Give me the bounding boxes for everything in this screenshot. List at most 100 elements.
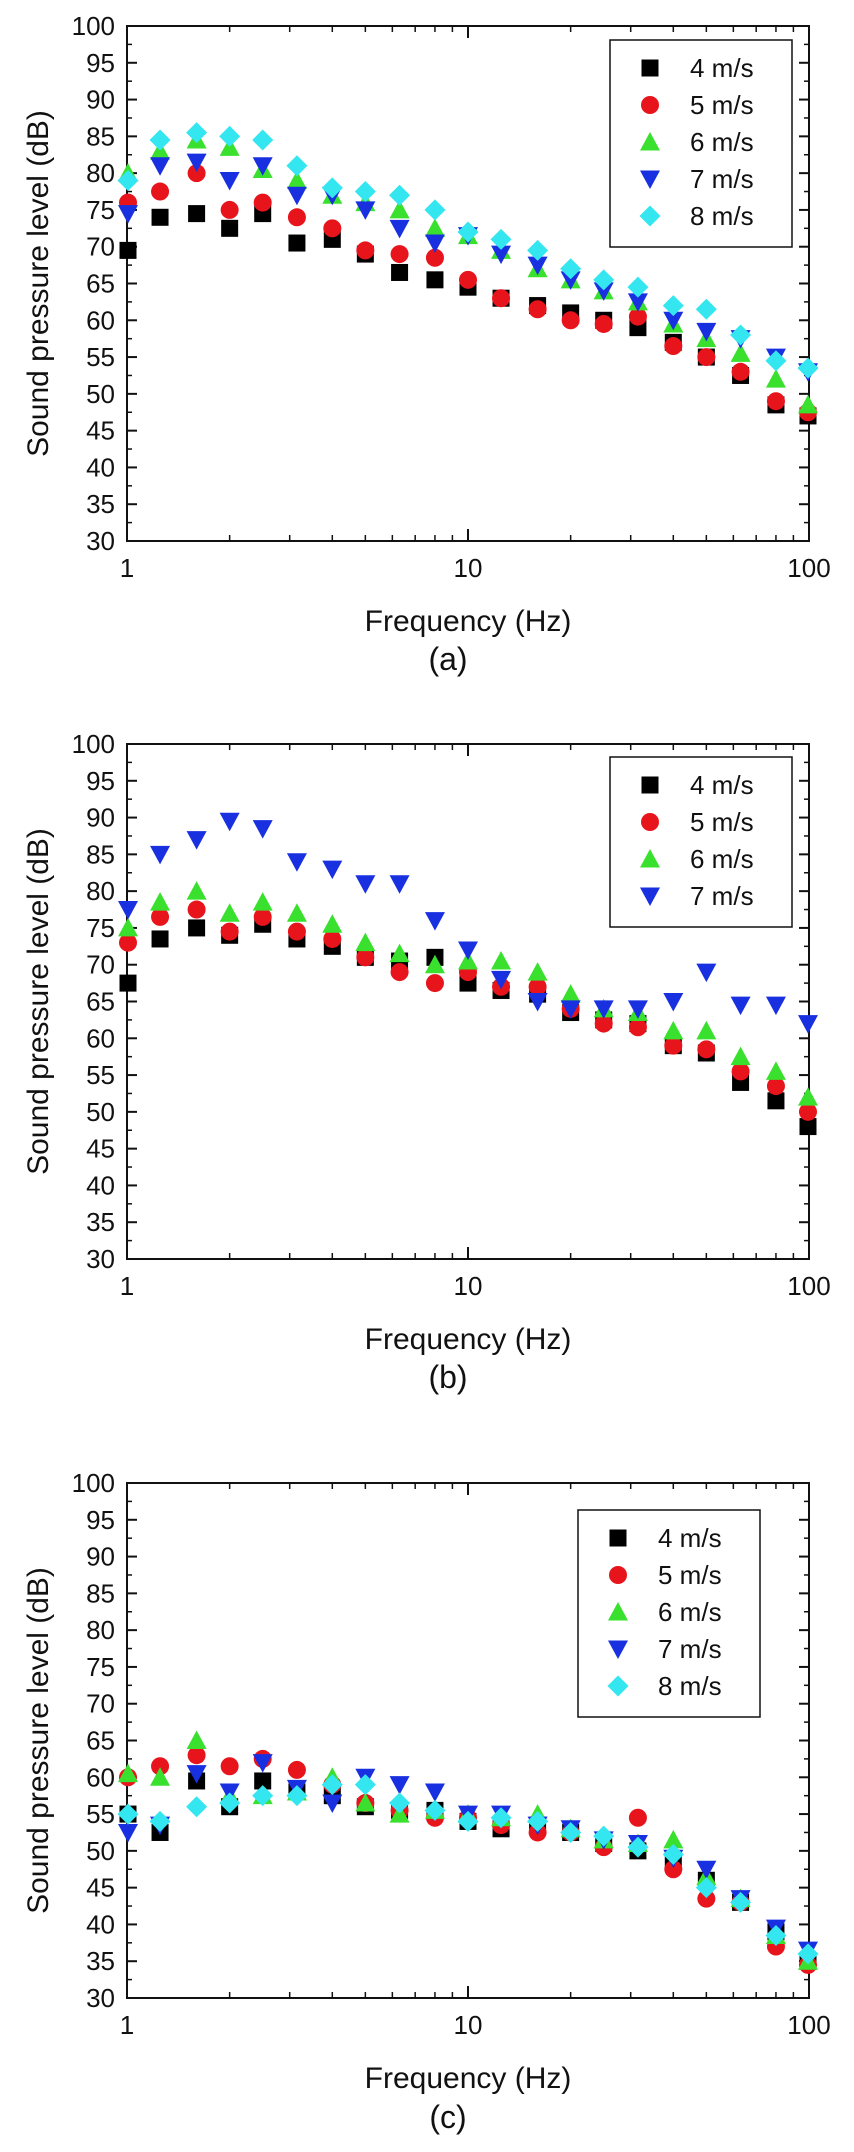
data-point — [765, 996, 786, 1016]
data-point — [286, 186, 307, 206]
data-point — [424, 218, 445, 237]
legend-marker — [640, 170, 660, 189]
data-point — [627, 293, 648, 312]
legend-marker — [607, 1675, 629, 1697]
data-point — [220, 1757, 239, 1776]
legend-box — [609, 39, 793, 248]
data-point — [355, 875, 376, 894]
data-point — [252, 129, 274, 151]
legend-label: 4 m/s — [658, 1523, 722, 1553]
data-point — [594, 1014, 613, 1033]
data-point — [730, 996, 751, 1016]
legend-marker — [609, 1566, 627, 1584]
data-point — [697, 348, 716, 367]
y-tick-label: 80 — [86, 876, 115, 906]
data-point — [390, 963, 409, 982]
legend-marker — [641, 776, 659, 794]
y-tick-label: 90 — [86, 85, 115, 115]
data-point — [252, 820, 273, 839]
x-tick-label: 1 — [120, 1271, 134, 1301]
y-tick-label: 95 — [86, 1505, 115, 1535]
data-point — [560, 1821, 582, 1843]
data-point — [560, 271, 581, 290]
data-point — [697, 1040, 716, 1059]
data-point — [389, 219, 410, 239]
data-point — [765, 1924, 787, 1946]
legend-label: 5 m/s — [658, 1560, 722, 1590]
data-point — [286, 155, 308, 177]
y-tick-label: 30 — [86, 526, 115, 556]
data-point — [151, 182, 170, 201]
data-point — [355, 201, 376, 220]
data-point — [458, 951, 478, 970]
data-point — [151, 1757, 170, 1776]
y-tick-label: 40 — [86, 1170, 115, 1200]
data-point — [119, 241, 137, 259]
legend-marker — [608, 1602, 628, 1621]
data-point — [696, 322, 717, 342]
data-point — [765, 350, 787, 372]
y-axis-label: Sound pressure level (dB) — [22, 110, 55, 457]
data-point — [389, 1792, 411, 1814]
data-point — [663, 1829, 684, 1849]
data-point — [730, 1891, 752, 1913]
data-point — [593, 1000, 614, 1019]
data-point — [220, 200, 239, 219]
data-point — [187, 1746, 206, 1765]
data-point — [286, 903, 307, 922]
legend-label: 6 m/s — [690, 844, 754, 874]
y-tick-label: 55 — [86, 1799, 115, 1829]
data-point — [695, 1877, 717, 1899]
data-point — [765, 369, 786, 388]
x-axis-label: Frequency (Hz) — [365, 1323, 572, 1356]
data-point — [695, 298, 717, 320]
y-tick-label: 65 — [86, 987, 115, 1017]
data-point — [627, 1000, 648, 1019]
legend-label: 4 m/s — [690, 53, 754, 83]
data-point — [459, 270, 477, 289]
data-point — [425, 974, 444, 993]
legend-marker — [640, 849, 660, 868]
data-point — [457, 221, 479, 243]
data-point — [119, 933, 137, 952]
data-point — [150, 845, 171, 865]
data-point — [391, 263, 409, 281]
data-point — [663, 993, 684, 1012]
data-point — [458, 941, 478, 960]
data-point — [288, 234, 306, 252]
data-point — [219, 1792, 241, 1814]
y-tick-label: 75 — [86, 913, 115, 943]
data-point — [628, 1808, 647, 1827]
data-point — [730, 343, 751, 362]
data-point — [151, 930, 169, 948]
y-tick-label: 50 — [86, 1097, 115, 1127]
y-tick-label: 90 — [86, 1542, 115, 1572]
data-point — [186, 831, 207, 850]
y-tick-label: 100 — [72, 1468, 115, 1498]
data-point — [186, 122, 208, 144]
data-point — [254, 1772, 272, 1790]
data-point — [117, 170, 139, 191]
data-point — [118, 1823, 138, 1843]
x-tick-label: 1 — [120, 553, 134, 583]
figure-caption: (b) — [428, 1359, 467, 1395]
y-tick-label: 70 — [86, 1689, 115, 1719]
legend-label: 8 m/s — [690, 201, 754, 231]
y-tick-label: 40 — [86, 452, 115, 482]
legend-box — [577, 1509, 761, 1718]
data-point — [662, 295, 684, 317]
data-point — [527, 1810, 549, 1832]
data-point — [527, 993, 548, 1012]
y-tick-label: 70 — [86, 950, 115, 980]
y-tick-label: 75 — [86, 195, 115, 225]
data-point — [252, 1785, 274, 1807]
data-point — [186, 1796, 208, 1818]
data-point — [424, 199, 446, 221]
x-tick-label: 10 — [454, 553, 483, 583]
data-point — [118, 917, 138, 937]
y-tick-label: 90 — [86, 803, 115, 833]
data-point — [286, 1785, 308, 1807]
legend: 4 m/s 5 m/s 6 m/s 7 m/s — [609, 756, 793, 928]
data-point — [627, 1836, 649, 1858]
legend-marker — [641, 59, 659, 77]
